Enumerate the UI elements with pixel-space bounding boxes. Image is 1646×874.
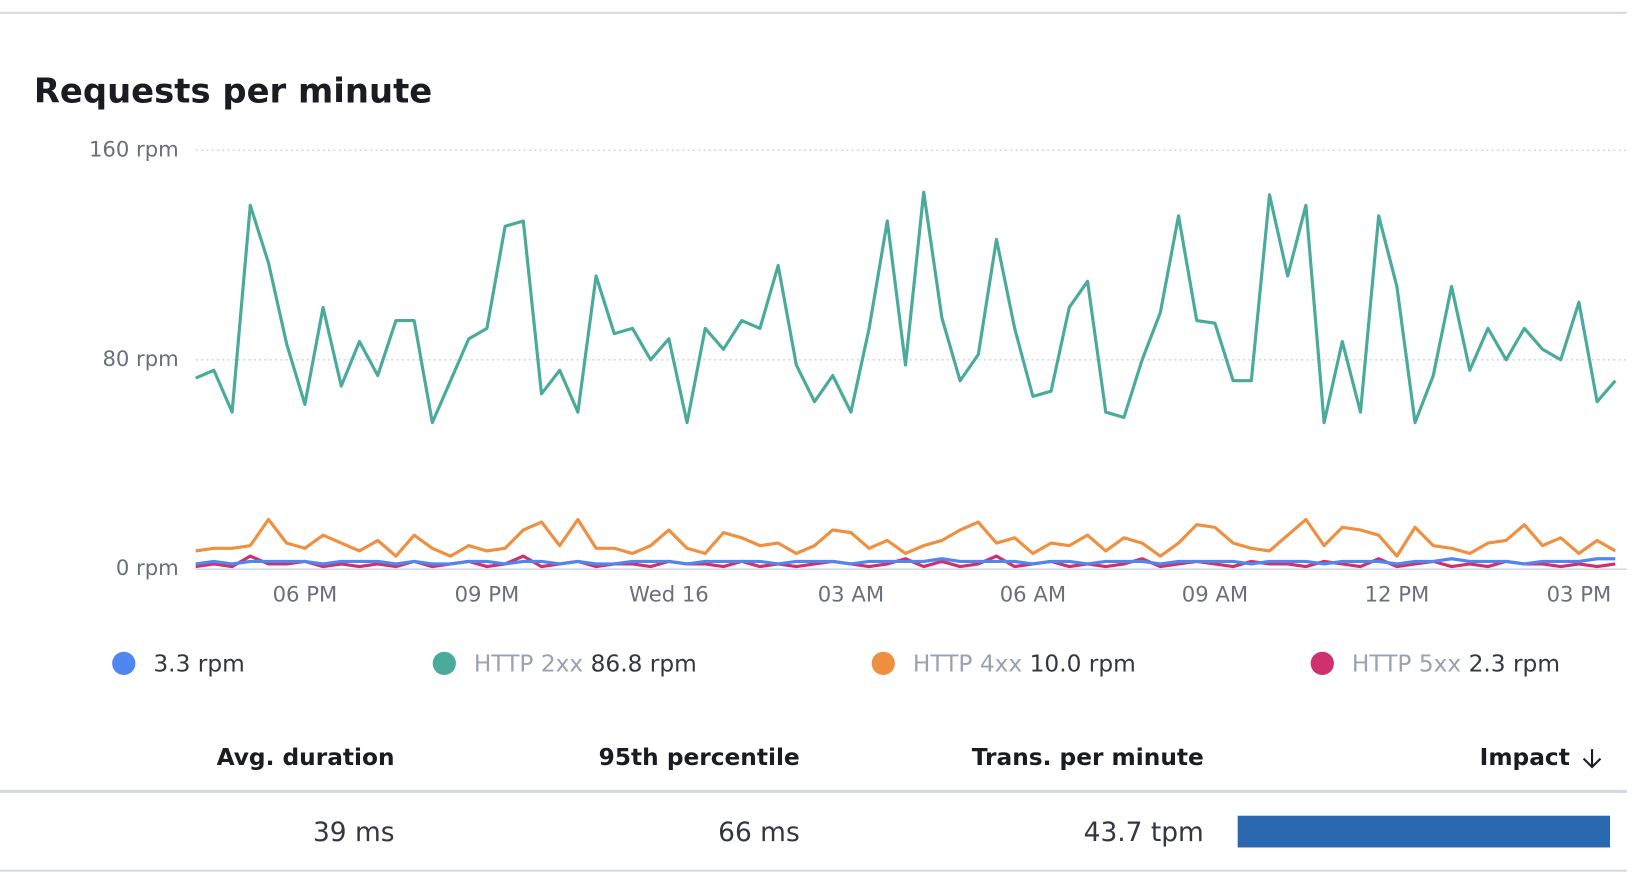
column-header: Avg. duration [217, 744, 395, 771]
x-tick-label: 06 PM [273, 582, 338, 607]
legend-value: 10.0 rpm [1030, 650, 1136, 677]
legend-swatch [1310, 651, 1334, 676]
legend-entry[interactable]: HTTP 2xx 86.8 rpm [432, 650, 697, 677]
sort-arrow[interactable] [1582, 749, 1602, 769]
legend-gap [1461, 650, 1468, 677]
legend-text: HTTP 4xx 10.0 rpm [913, 650, 1136, 677]
series-line [195, 554, 1616, 569]
legend-value: 2.3 rpm [1469, 650, 1560, 677]
legend-name: HTTP 2xx [474, 650, 583, 677]
x-tick-label: 06 AM [1000, 582, 1066, 607]
legend-gap [583, 650, 590, 677]
legend-gap [1022, 650, 1029, 677]
y-tick-label: 160 rpm [89, 136, 179, 161]
x-tick-label: 09 PM [455, 582, 520, 607]
x-tick-label: Wed 16 [629, 582, 709, 607]
legend-entry[interactable]: 3.3 rpm [112, 650, 245, 677]
legend-text: HTTP 5xx 2.3 rpm [1352, 650, 1560, 677]
column-header: Trans. per minute [972, 744, 1204, 771]
table-cell: 39 ms [313, 817, 395, 848]
legend-name: HTTP 4xx [913, 650, 1022, 677]
series-line [195, 557, 1616, 566]
legend-entry[interactable]: HTTP 5xx 2.3 rpm [1310, 650, 1560, 677]
series-line [195, 517, 1617, 558]
x-tick-label: 03 AM [818, 582, 884, 607]
chart-title: Requests per minute [34, 72, 432, 111]
column-header: 95th percentile [599, 744, 800, 771]
legend-text: HTTP 2xx 86.8 rpm [474, 650, 697, 677]
legend-name: HTTP 5xx [1352, 650, 1461, 677]
table-cell: 66 ms [718, 817, 800, 848]
legend-swatch [432, 651, 456, 676]
table-cell: 43.7 tpm [1084, 817, 1204, 848]
legend-text: 3.3 rpm [153, 650, 244, 677]
legend-value: 3.3 rpm [153, 650, 244, 677]
impact-bar [1237, 815, 1611, 848]
column-header: Impact [1480, 744, 1570, 771]
legend-value: 86.8 rpm [591, 650, 697, 677]
y-tick-label: 0 rpm [116, 555, 179, 580]
legend-entry[interactable]: HTTP 4xx 10.0 rpm [871, 650, 1136, 677]
legend-swatch [112, 651, 136, 676]
x-tick-label: 12 PM [1365, 582, 1430, 607]
series-line [195, 190, 1617, 425]
y-tick-label: 80 rpm [102, 346, 178, 371]
x-tick-label: 09 AM [1182, 582, 1248, 607]
legend-swatch [871, 651, 895, 676]
x-tick-label: 03 PM [1547, 582, 1612, 607]
